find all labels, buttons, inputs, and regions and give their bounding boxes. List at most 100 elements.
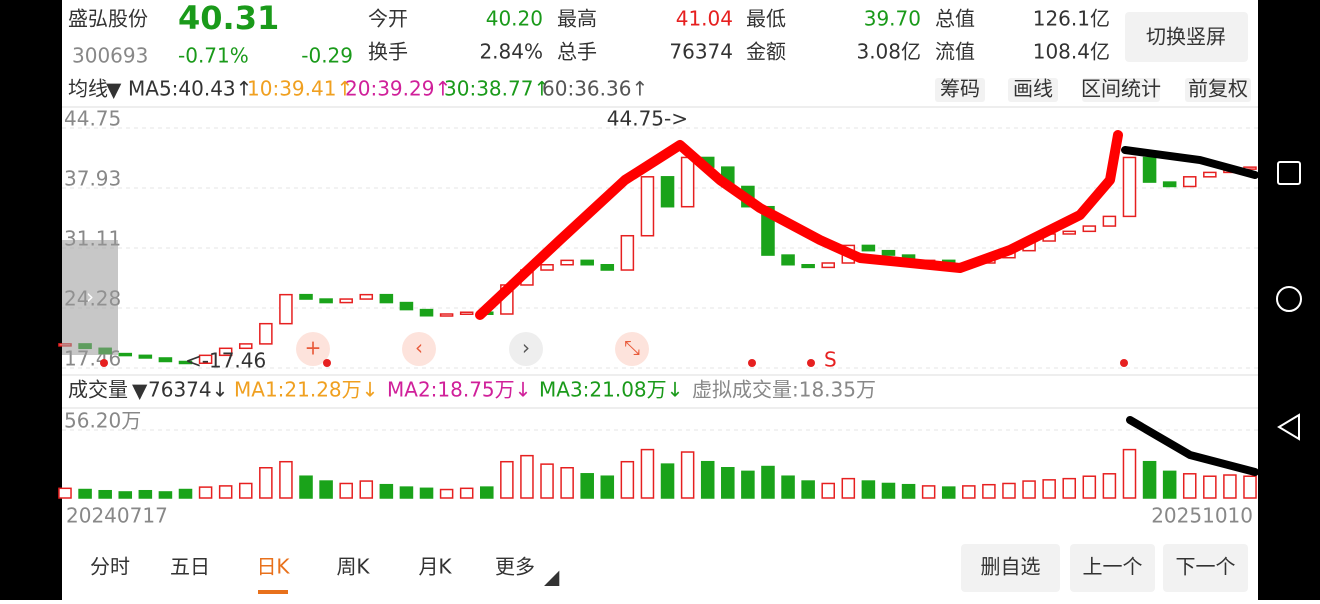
stat-label: 今开: [368, 7, 408, 31]
side-handle[interactable]: [62, 240, 118, 355]
volume-bar: [1203, 475, 1217, 499]
tab[interactable]: 五日: [170, 555, 210, 579]
candle: [138, 354, 153, 359]
stat-value: 41.04: [676, 7, 733, 31]
candle: [1162, 181, 1177, 188]
hand-drawn-line: [1121, 146, 1259, 179]
nav-bar: [1258, 0, 1320, 600]
candle: [259, 322, 273, 345]
signal: S: [824, 348, 837, 372]
volume-bar: [1122, 448, 1137, 499]
tab[interactable]: 周K: [336, 555, 370, 579]
volume-bar: [1162, 470, 1177, 499]
tab[interactable]: 分时: [90, 555, 130, 579]
handle-arrow: ›: [86, 285, 94, 309]
zoom-button[interactable]: [615, 332, 649, 366]
tab[interactable]: 月K: [418, 555, 452, 579]
volume-bar: [1142, 460, 1157, 499]
tool-label: 区间统计: [1081, 77, 1161, 101]
y-tick-label: 56.20万: [64, 409, 141, 433]
candle: [118, 352, 133, 357]
candle: [1203, 171, 1217, 178]
volume-bar: [1042, 479, 1056, 499]
candle: [1082, 225, 1097, 233]
volume-bar: [58, 487, 72, 499]
candle: [1122, 156, 1137, 218]
action-button[interactable]: [1163, 544, 1248, 592]
stat-label: 最低: [746, 7, 786, 31]
y-tick-label: 44.75: [64, 107, 121, 131]
candle: [1142, 156, 1157, 183]
add-button[interactable]: [296, 332, 330, 366]
volume-bar: [238, 482, 253, 499]
volume-bar: [218, 485, 233, 499]
icon: +: [305, 336, 322, 360]
tab[interactable]: 更多: [495, 555, 535, 579]
prev-button[interactable]: [402, 332, 436, 366]
float-buttons: + ‹ › ⤡: [100, 332, 1128, 367]
tab-underline: [258, 590, 288, 594]
volume-bar: [379, 483, 394, 499]
candle: [781, 254, 795, 266]
vol-ma1: MA1:21.28万↓: [234, 378, 378, 402]
volume-bar: [158, 491, 173, 499]
action-button[interactable]: [961, 544, 1060, 592]
volume-title: 成交量: [68, 378, 128, 402]
stat-label: 总值: [935, 7, 975, 31]
ma30: 30:38.77↑: [444, 77, 550, 101]
volume-bar: [540, 463, 554, 499]
hand-drawn-line: [475, 130, 1123, 320]
volume-bar: [1082, 475, 1097, 499]
candle: [359, 293, 374, 300]
volume-bar: [500, 460, 514, 499]
candle: [861, 244, 876, 252]
caret: ▼: [132, 379, 148, 403]
tool-button[interactable]: [1008, 78, 1058, 102]
candle: [459, 311, 474, 315]
candle: [198, 354, 213, 365]
orientation-label: 切换竖屏: [1146, 25, 1226, 49]
volume-bar: [801, 480, 815, 499]
stat-value: 2.84%: [479, 40, 543, 64]
volume-bar: [359, 480, 374, 499]
candle: [1102, 215, 1117, 227]
volume-bar: [901, 483, 916, 499]
action-button[interactable]: [1070, 544, 1155, 592]
tool-button[interactable]: [935, 78, 985, 102]
volume-bar: [781, 475, 795, 499]
candle: [279, 293, 293, 325]
volume-bar: [480, 486, 494, 499]
tool-button[interactable]: [1185, 78, 1251, 102]
volume-bar: [439, 488, 454, 499]
ma5: MA5:40.43↑: [128, 77, 252, 101]
nav-home[interactable]: [1276, 286, 1302, 312]
nav-recent[interactable]: [1277, 161, 1301, 185]
tab[interactable]: 日K: [256, 555, 290, 579]
action-label: 删自选: [981, 555, 1041, 579]
nav-back[interactable]: [1277, 413, 1300, 441]
next-button[interactable]: [509, 332, 543, 366]
code: 300693: [72, 44, 148, 68]
volume-bar: [881, 482, 896, 499]
volume-bar: [1182, 473, 1197, 499]
volume-bar: [761, 465, 775, 499]
volume-bar: [821, 482, 835, 499]
tool-button[interactable]: [1082, 78, 1160, 102]
candle: [640, 176, 655, 237]
volume-bar: [660, 463, 675, 499]
candle: [801, 264, 815, 269]
stat-value: 76374: [669, 40, 733, 64]
stat-value: 126.1亿: [1033, 7, 1110, 31]
change-pct: -0.71%: [178, 44, 249, 68]
candle: [821, 262, 835, 269]
candle: [178, 360, 193, 365]
candle: [399, 301, 414, 311]
volume-bar: [118, 491, 133, 499]
stat-label: 流值: [935, 40, 975, 64]
stat-value: 3.08亿: [856, 40, 921, 64]
orientation-button[interactable]: [1125, 12, 1248, 62]
stat-label: 总手: [557, 40, 597, 64]
volume-bar: [319, 480, 333, 499]
ma-menu[interactable]: 均线: [68, 77, 108, 101]
